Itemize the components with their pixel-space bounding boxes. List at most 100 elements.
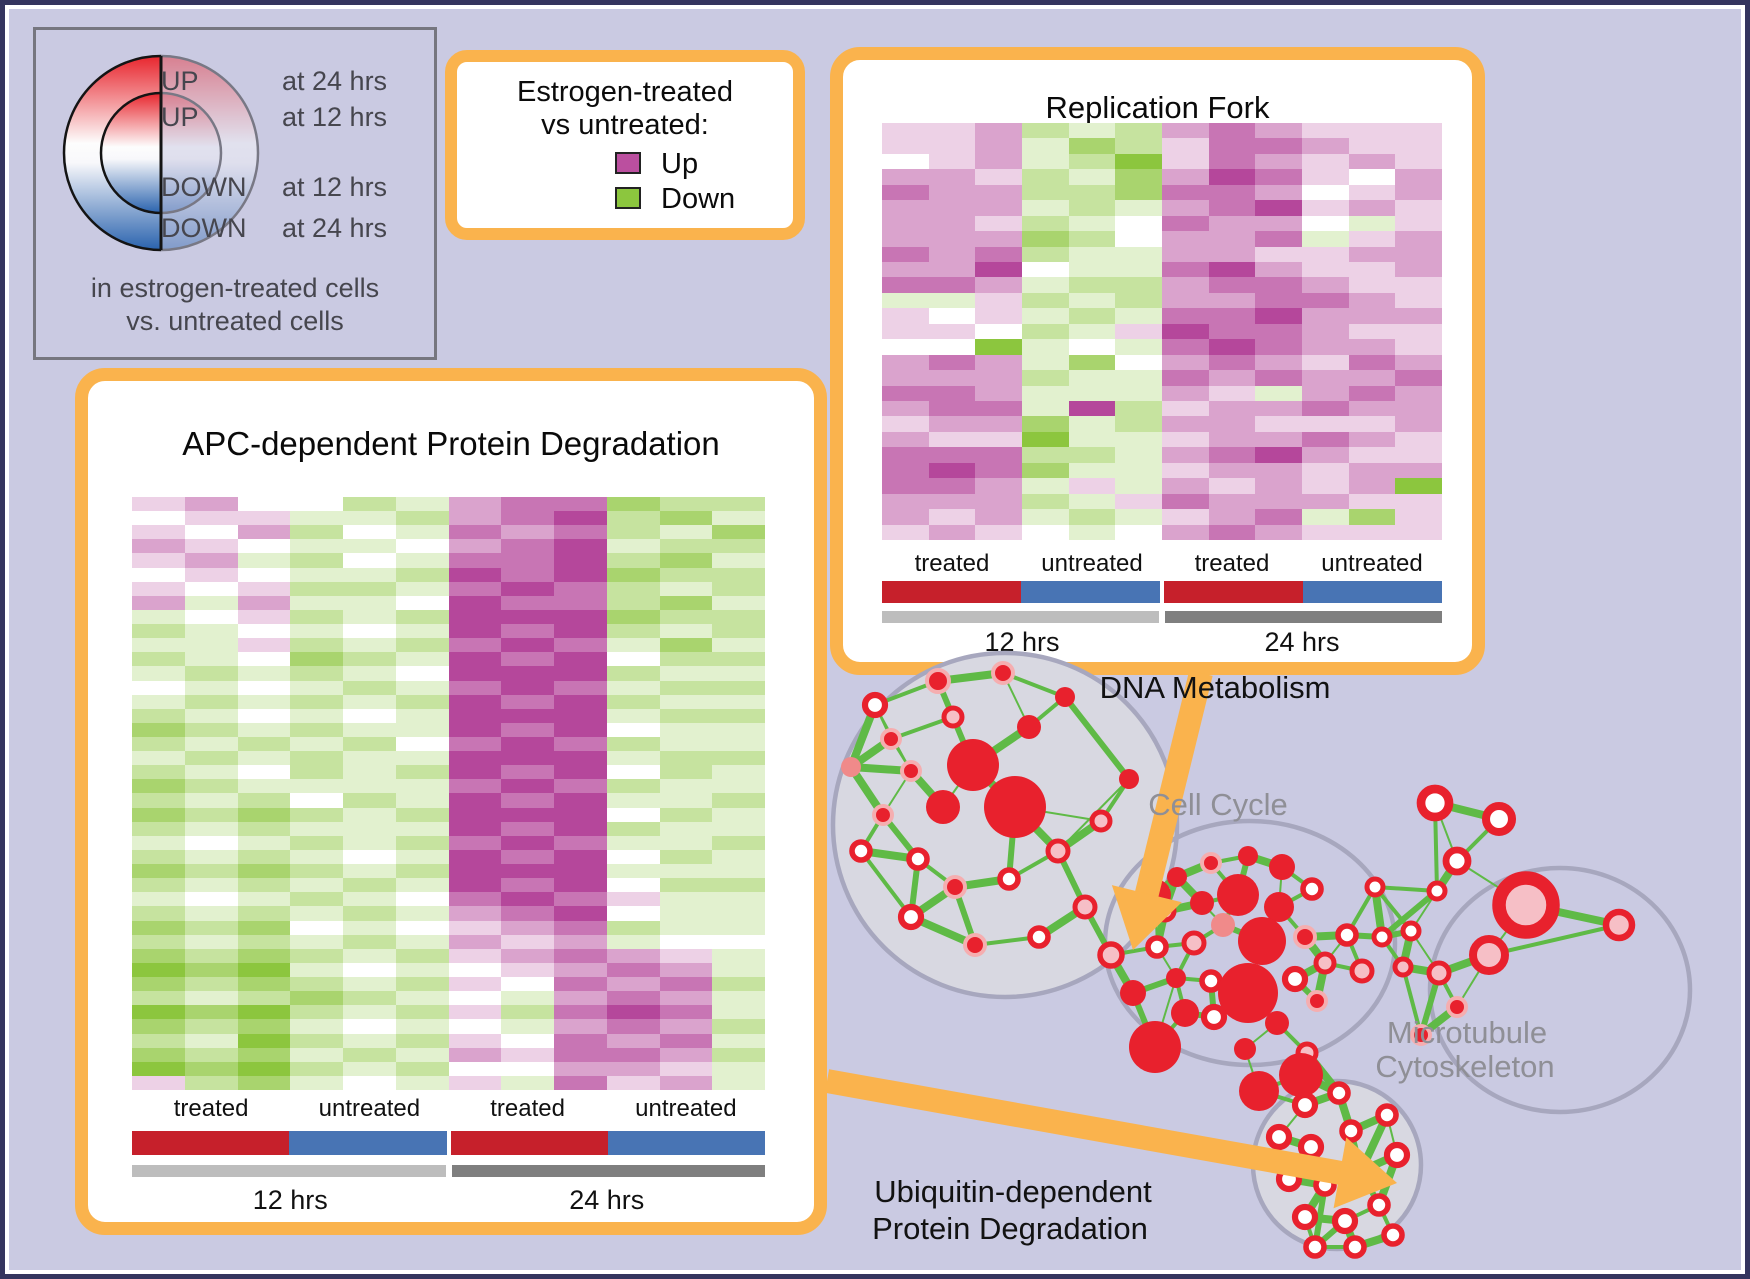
heatmap-cell	[1348, 354, 1396, 371]
heatmap-cell	[448, 1047, 502, 1062]
network-node	[1300, 877, 1324, 901]
heatmap-cell	[606, 864, 660, 879]
heatmap-cell	[290, 1075, 343, 1090]
heatmap-cell	[1068, 262, 1116, 278]
heatmap-cell	[1162, 200, 1209, 216]
network-edge	[1335, 1091, 1355, 1133]
network-node	[1602, 908, 1636, 942]
heatmap-cell	[1208, 123, 1256, 139]
network-edge	[1402, 963, 1440, 977]
heatmap-cell	[1022, 308, 1069, 324]
network-edge	[1055, 817, 1104, 855]
heatmap-cell	[1115, 462, 1162, 479]
heatmap-cell	[1162, 524, 1209, 540]
heatmap-cell	[343, 694, 396, 709]
network-edge	[1153, 910, 1169, 948]
heatmap-cell	[395, 652, 449, 667]
heatmap-cell	[1208, 184, 1256, 201]
heatmap-cell	[1208, 385, 1256, 401]
heatmap-cell	[1022, 401, 1069, 417]
heatmap-cell	[928, 292, 976, 309]
heatmap-cell	[448, 765, 502, 780]
heatmap-cell	[448, 638, 502, 653]
heatmap-cell	[1208, 292, 1256, 309]
heatmap-cell	[184, 567, 238, 582]
heatmap-cell	[237, 525, 291, 540]
condition-bar	[1021, 581, 1160, 603]
heatmap-cell	[184, 991, 238, 1006]
heatmap-cell	[237, 793, 291, 808]
heatmap-cell	[1255, 462, 1302, 479]
heatmap-cell	[659, 906, 713, 921]
heatmap-cell	[448, 737, 502, 752]
heatmap-cell	[1255, 354, 1302, 371]
heatmap-cell	[1395, 262, 1442, 278]
heatmap-cell	[882, 200, 929, 216]
heatmap-cell	[1115, 524, 1162, 540]
heatmap-cell	[1302, 123, 1349, 139]
heatmap-cell	[290, 793, 343, 808]
network-node	[1375, 1103, 1399, 1127]
heatmap-cell	[554, 878, 607, 893]
network-node	[1281, 965, 1309, 993]
heatmap-cell	[1255, 524, 1302, 540]
heatmap-cell	[554, 609, 607, 625]
heatmap-cell	[1068, 354, 1116, 371]
heatmap-cell	[1348, 478, 1396, 494]
heatmap-cell	[712, 666, 765, 681]
heatmap-cell	[501, 694, 554, 709]
heatmap-cell	[237, 934, 291, 949]
network-edge	[1164, 899, 1203, 915]
heatmap-cell	[882, 339, 929, 355]
heatmap-cell	[1208, 215, 1256, 232]
network-node	[1426, 880, 1448, 902]
network-edge	[1174, 977, 1187, 1014]
heatmap-cell	[1255, 339, 1302, 355]
heatmap-cell	[290, 595, 343, 610]
network-node	[1200, 852, 1222, 874]
heatmap-cell	[975, 138, 1022, 154]
network-node	[1265, 1011, 1289, 1035]
heatmap-cell	[184, 680, 238, 695]
network-edge	[1371, 886, 1386, 938]
heatmap-cell	[1022, 447, 1069, 463]
heatmap-cell	[343, 722, 396, 738]
heatmap-cell	[554, 525, 607, 540]
heatmap-cell	[659, 892, 713, 907]
heatmap-cell	[1162, 401, 1209, 417]
heatmap-cell	[554, 737, 607, 752]
heatmap-cell	[1208, 462, 1256, 479]
heatmap-cell	[554, 948, 607, 963]
heatmap-cell	[712, 751, 765, 766]
heatmap-cell	[554, 821, 607, 836]
network-edge	[970, 762, 1018, 810]
heatmap-cell	[1022, 462, 1069, 479]
heatmap-cell	[712, 1019, 765, 1034]
heatmap-cell	[237, 751, 291, 766]
network-edge	[1277, 905, 1307, 939]
heatmap-cell	[1395, 401, 1442, 417]
heatmap-cell	[290, 765, 343, 780]
heatmap-cell	[1348, 524, 1396, 540]
heatmap-cell	[975, 370, 1022, 386]
heatmap-cell	[501, 595, 554, 610]
heatmap-cell	[1208, 323, 1256, 340]
time-label: at 24 hrs	[282, 66, 388, 96]
heatmap-cell	[501, 581, 554, 596]
heatmap-cell	[659, 624, 713, 639]
heatmap-cell	[395, 991, 449, 1006]
heatmap-cell	[1208, 354, 1256, 371]
heatmap-cell	[554, 751, 607, 766]
heatmap-cell	[290, 864, 343, 879]
heatmap-cell	[606, 708, 660, 723]
heatmap-cell	[882, 462, 929, 479]
network-edge	[1288, 1175, 1326, 1189]
heatmap-cell	[132, 581, 185, 596]
heatmap-cell	[132, 906, 185, 921]
network-node	[880, 728, 902, 750]
heatmap-cell	[132, 680, 185, 695]
heatmap-cell	[606, 835, 660, 850]
heatmap-cell	[712, 793, 765, 808]
heatmap-cell	[975, 246, 1022, 262]
network-edge	[1036, 903, 1088, 941]
